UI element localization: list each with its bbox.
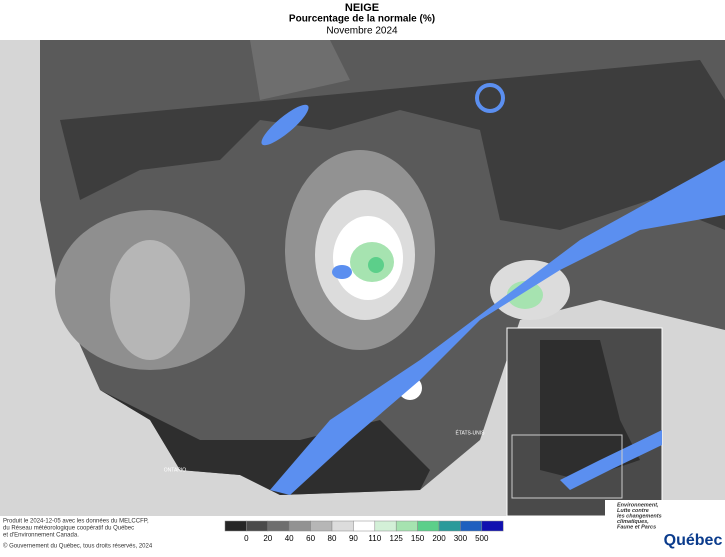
logo-box — [605, 500, 725, 552]
legend-label: 60 — [306, 534, 315, 543]
reservoir — [475, 83, 505, 113]
legend-swatch — [481, 520, 504, 532]
legend-swatch — [331, 520, 354, 532]
legend-swatch — [246, 520, 269, 532]
legend-swatch — [353, 520, 376, 532]
legend-label: 500 — [475, 534, 489, 543]
map-label: ÉTATS-UNIS — [456, 429, 486, 436]
inset-frame — [511, 434, 623, 499]
logo-line: climatiques, — [617, 519, 649, 525]
legend-swatch — [460, 520, 483, 532]
legend-swatch — [288, 520, 311, 532]
legend-label: 20 — [263, 534, 272, 543]
legend-label: 300 — [454, 534, 468, 543]
logo-line: les changements — [617, 513, 662, 519]
legend-swatch — [267, 520, 290, 532]
legend: 0 20 40 60 80 90 110 125 150 200 300 500 — [224, 520, 504, 543]
lake — [332, 265, 352, 279]
legend-swatch — [417, 520, 440, 532]
logo-line: Faune et Parcs — [617, 524, 656, 530]
map: ONTARIO ÉTATS-UNIS — [0, 40, 725, 517]
logo-line: Lutte contre — [617, 508, 649, 514]
map-label: ONTARIO — [164, 467, 187, 473]
footer-line: du Réseau météorologique coopératif du Q… — [3, 526, 134, 532]
subtitle: Pourcentage de la normale (%) — [289, 14, 435, 25]
title: NEIGE — [345, 2, 379, 14]
river — [270, 160, 725, 495]
legend-label: 200 — [432, 534, 446, 543]
lake — [261, 104, 309, 146]
legend-label: 80 — [328, 534, 337, 543]
legend-swatch — [395, 520, 418, 532]
legend-label: 40 — [285, 534, 294, 543]
legend-swatch — [310, 520, 333, 532]
legend-swatch — [224, 520, 247, 532]
legend-label: 90 — [349, 534, 358, 543]
legend-swatch — [374, 520, 397, 532]
zone-dark — [100, 390, 430, 495]
brand: Québec — [664, 532, 723, 549]
footer-line: et d'Environnement Canada. — [3, 533, 79, 539]
zone-dark — [60, 60, 725, 230]
copyright: © Gouvernement du Québec, tous droits ré… — [3, 543, 153, 550]
legend-label: 125 — [390, 534, 404, 543]
legend-label: 150 — [411, 534, 425, 543]
zone-lighter — [110, 240, 190, 360]
period: Novembre 2024 — [326, 26, 398, 37]
footer-line: Produit le 2024-12-05 avec les données d… — [3, 519, 149, 525]
legend-label: 110 — [368, 534, 381, 543]
footer: Produit le 2024-12-05 avec les données d… — [3, 519, 149, 539]
inset-river — [560, 430, 662, 490]
legend-swatch — [438, 520, 461, 532]
legend-label: 0 — [244, 534, 249, 543]
inset-zone — [540, 340, 640, 480]
zone-high — [368, 257, 384, 273]
zone — [250, 40, 350, 100]
logo-line: Environnement, — [617, 502, 659, 508]
